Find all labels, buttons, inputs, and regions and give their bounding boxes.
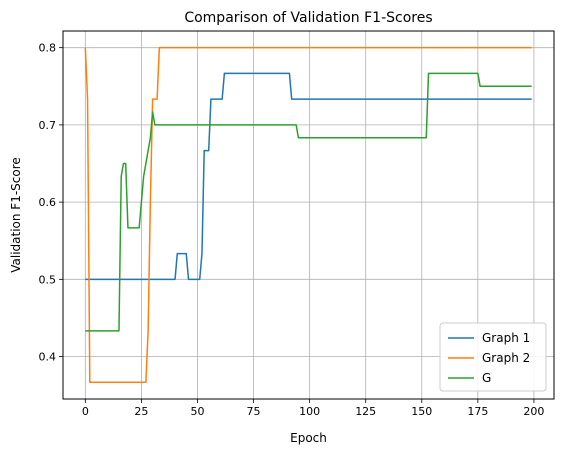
- legend-frame: [439, 322, 547, 392]
- legend-entry: Graph 2: [482, 351, 530, 365]
- x-axis-ticks: 0 25 50 75 100 125 150 175 200: [82, 399, 544, 418]
- y-axis-label: Validation F1-Score: [9, 157, 23, 273]
- series-line-1: [85, 72, 532, 281]
- legend-entry: G: [482, 371, 491, 385]
- x-tick-label: 125: [355, 405, 376, 418]
- x-tick-label: 200: [523, 405, 544, 418]
- series-line-2: [84, 46, 532, 383]
- x-tick-label: 75: [247, 405, 261, 418]
- x-tick-label: 25: [134, 405, 148, 418]
- y-axis-ticks: 0.4 0.5 0.6 0.7 0.8: [39, 42, 63, 364]
- legend: Graph 1 Graph 2 G: [439, 322, 547, 392]
- y-tick-label: 0.7: [39, 119, 57, 132]
- x-tick-label: 0: [82, 405, 89, 418]
- chart-title: Comparison of Validation F1-Scores: [184, 10, 432, 26]
- x-tick-label: 150: [411, 405, 432, 418]
- series-lines: [84, 46, 532, 383]
- y-tick-label: 0.6: [39, 196, 57, 209]
- plot-area-frame: [62, 30, 555, 400]
- x-axis-label: Epoch: [290, 431, 327, 445]
- x-tick-label: 175: [467, 405, 488, 418]
- legend-entry: Graph 1: [482, 331, 530, 345]
- x-tick-label: 100: [299, 405, 320, 418]
- series-line-3: [85, 72, 532, 332]
- y-tick-label: 0.4: [39, 351, 57, 364]
- y-tick-label: 0.5: [39, 273, 57, 286]
- x-tick-label: 50: [190, 405, 204, 418]
- y-tick-label: 0.8: [39, 42, 57, 55]
